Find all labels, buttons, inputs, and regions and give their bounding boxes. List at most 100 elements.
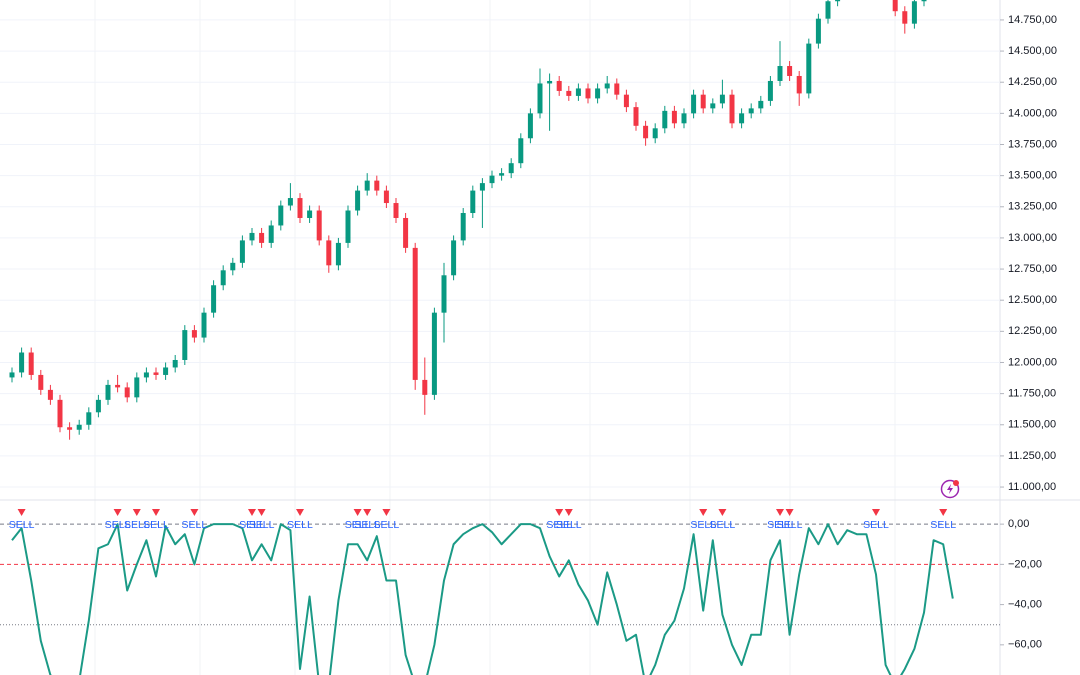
candle-body bbox=[441, 275, 447, 313]
y-tick-label: 14.500,00 bbox=[1008, 45, 1057, 57]
vertical-grid bbox=[94, 0, 896, 675]
candle-body bbox=[787, 66, 793, 76]
oscillator-line bbox=[11, 523, 954, 675]
candle-body bbox=[796, 75, 802, 94]
candle-body bbox=[825, 1, 831, 19]
sell-label: SELL bbox=[124, 519, 150, 531]
candle-body bbox=[124, 387, 130, 398]
y-tick-label: 11.500,00 bbox=[1008, 419, 1056, 431]
candle-body bbox=[739, 113, 745, 124]
candle-body bbox=[143, 372, 149, 378]
y-tick-label: −60,00 bbox=[1008, 639, 1042, 651]
candle-body bbox=[163, 367, 169, 375]
candle-body bbox=[95, 399, 101, 413]
axes: 14.750,00 14.500,00 14.250,00 14.000,00 13.7… bbox=[1000, 14, 1057, 651]
candle-body bbox=[172, 359, 178, 368]
candle-body bbox=[719, 94, 725, 104]
alert-icon[interactable] bbox=[940, 479, 960, 499]
candle-body bbox=[681, 113, 687, 124]
candle-body bbox=[623, 94, 629, 108]
sell-label: SELL bbox=[374, 519, 400, 531]
candle-body bbox=[220, 270, 226, 286]
candle-body bbox=[537, 83, 543, 114]
sell-marker bbox=[257, 509, 266, 516]
sell-label: SELL bbox=[556, 519, 582, 531]
candle-body bbox=[748, 108, 754, 114]
sell-marker bbox=[296, 509, 304, 516]
candle-body bbox=[316, 210, 322, 241]
candle-body bbox=[278, 205, 284, 226]
candle-body bbox=[527, 113, 533, 139]
candle-body bbox=[38, 374, 44, 390]
sell-label: SELL bbox=[710, 519, 736, 531]
candle-body bbox=[374, 180, 380, 191]
sell-label: SELL bbox=[249, 519, 275, 531]
candle-body bbox=[547, 80, 553, 84]
candle-body bbox=[710, 103, 716, 109]
sell-marker bbox=[776, 509, 784, 516]
sell-marker bbox=[132, 509, 141, 516]
sell-marker bbox=[564, 509, 573, 516]
sell-label: SELL bbox=[690, 519, 716, 531]
sell-marker bbox=[872, 509, 880, 516]
candle-body bbox=[393, 203, 399, 218]
candle-body bbox=[67, 427, 73, 430]
sell-label: SELL bbox=[182, 519, 208, 531]
candle-body bbox=[815, 18, 821, 44]
candle-body bbox=[806, 43, 812, 94]
sell-label: SELL bbox=[345, 519, 371, 531]
candle-body bbox=[575, 88, 581, 96]
candle-body bbox=[364, 180, 370, 191]
y-tick-label: 12.000,00 bbox=[1008, 356, 1057, 368]
sell-label: SELL bbox=[105, 519, 131, 531]
candle-body bbox=[835, 0, 841, 2]
candle-body bbox=[153, 372, 159, 375]
y-tick-label: 11.000,00 bbox=[1008, 481, 1056, 493]
candle-body bbox=[566, 90, 572, 96]
candle-body bbox=[729, 94, 735, 124]
candle-body bbox=[479, 183, 485, 191]
candle-body bbox=[652, 128, 658, 139]
sell-label: SELL bbox=[287, 519, 313, 531]
sell-label: SELL bbox=[143, 519, 169, 531]
candle-body bbox=[86, 412, 92, 425]
candle-body bbox=[921, 0, 927, 2]
sell-marker bbox=[152, 509, 160, 516]
y-tick-label: 12.750,00 bbox=[1008, 263, 1057, 275]
candle-body bbox=[28, 352, 34, 375]
y-tick-label: −40,00 bbox=[1008, 599, 1042, 611]
y-tick-label: 12.500,00 bbox=[1008, 294, 1057, 306]
candle-body bbox=[268, 225, 274, 243]
y-tick-label: 11.750,00 bbox=[1008, 388, 1056, 400]
sell-marker bbox=[190, 509, 199, 516]
sell-marker bbox=[363, 509, 372, 516]
y-tick-label: 13.500,00 bbox=[1008, 170, 1057, 182]
candle-body bbox=[230, 262, 236, 271]
candle-body bbox=[671, 110, 677, 124]
y-tick-label: 14.250,00 bbox=[1008, 76, 1057, 88]
sell-marker bbox=[555, 509, 564, 516]
candle-body bbox=[76, 424, 82, 430]
candle-body bbox=[518, 138, 524, 164]
candle-body bbox=[902, 11, 908, 24]
candle-body bbox=[403, 217, 409, 248]
candle-body bbox=[134, 377, 140, 398]
candle-body bbox=[691, 94, 697, 114]
candle-body bbox=[345, 210, 351, 243]
candle-body bbox=[643, 125, 649, 139]
candle-body bbox=[595, 88, 601, 99]
sell-marker bbox=[353, 509, 362, 516]
y-tick-label: 14.000,00 bbox=[1008, 107, 1057, 119]
sell-label: SELL bbox=[354, 519, 380, 531]
candle-body bbox=[633, 107, 639, 126]
candle-body bbox=[614, 83, 620, 95]
candle-body bbox=[249, 232, 255, 241]
candle-body bbox=[105, 384, 111, 400]
candle-body bbox=[115, 384, 121, 388]
sell-label: SELL bbox=[863, 519, 889, 531]
candle-body bbox=[383, 190, 389, 204]
candle-body bbox=[307, 210, 313, 218]
sell-label: SELL bbox=[9, 519, 35, 531]
candle-body bbox=[911, 1, 917, 24]
